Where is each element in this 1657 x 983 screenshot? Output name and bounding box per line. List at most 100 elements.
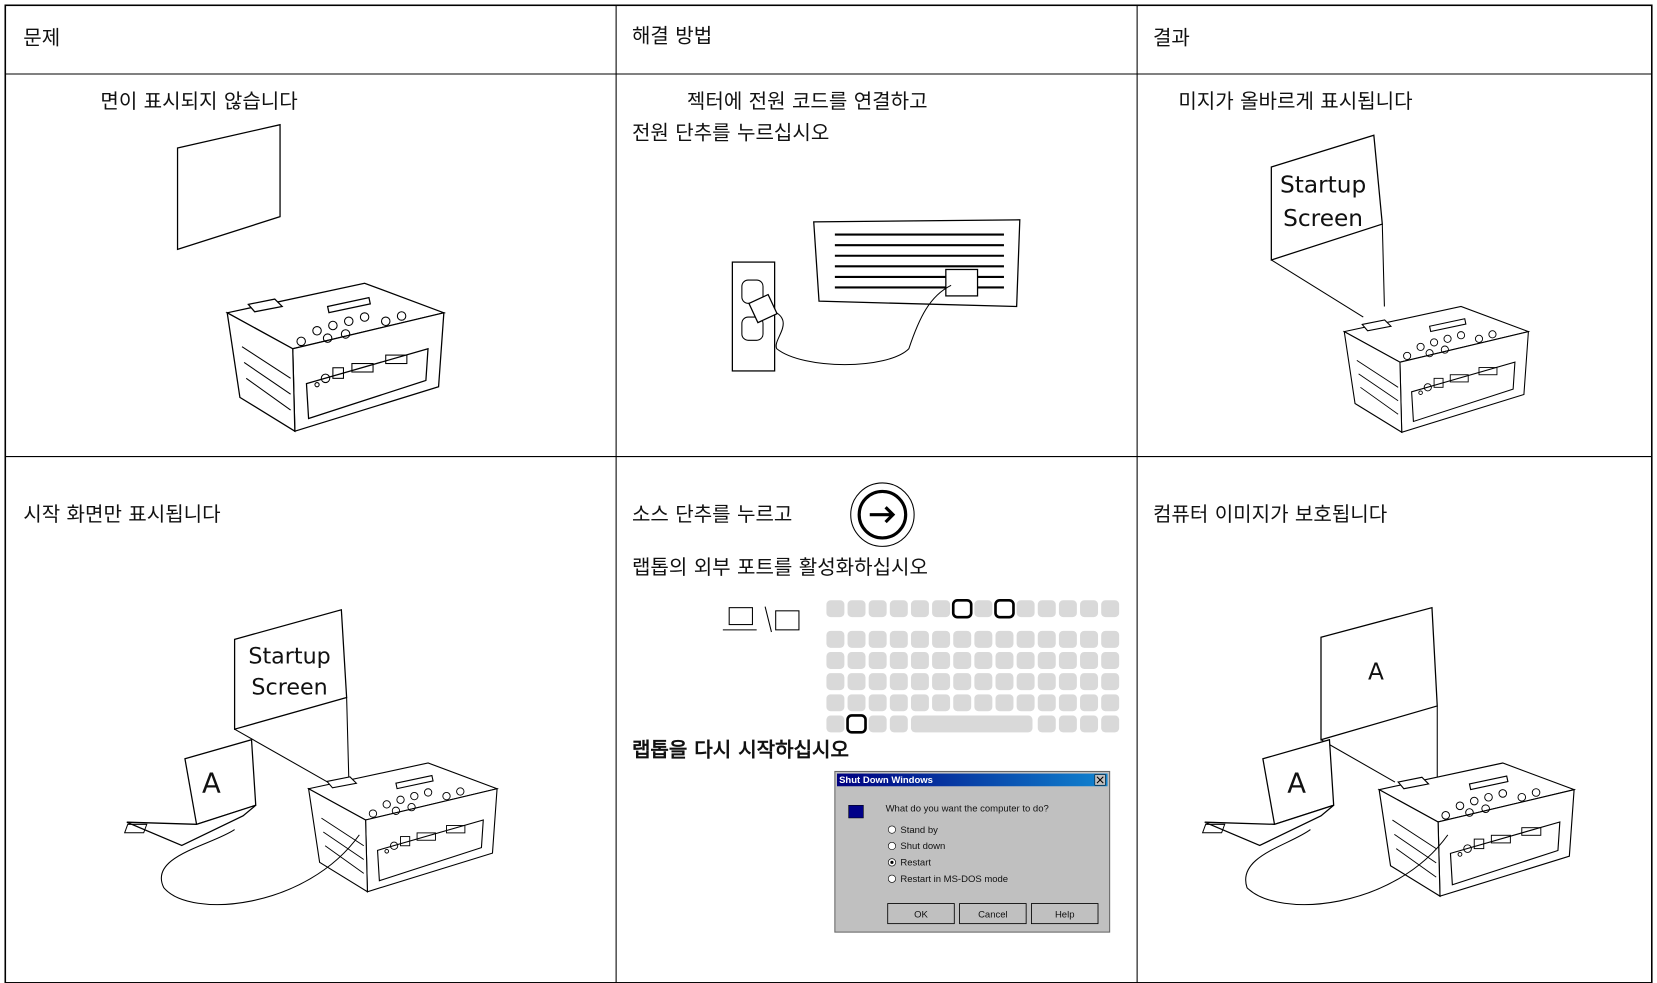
key — [826, 600, 845, 618]
blank-screen — [176, 123, 281, 251]
key — [1101, 652, 1120, 669]
key — [910, 600, 929, 618]
button-label[interactable]: Cancel — [978, 909, 1008, 920]
key — [826, 673, 845, 691]
key — [1037, 673, 1056, 691]
key — [1080, 652, 1099, 669]
key — [889, 630, 908, 648]
radio-label[interactable]: Restart in MS-DOS mode — [900, 874, 1008, 885]
key — [1058, 715, 1077, 733]
power-illustration — [731, 219, 1021, 372]
key — [1058, 673, 1077, 691]
key — [951, 598, 973, 619]
button-label[interactable]: OK — [914, 909, 928, 920]
laptop-text: A — [202, 769, 221, 800]
header-cell: 결과 — [1153, 25, 1190, 49]
key — [1080, 673, 1099, 691]
radio — [887, 841, 896, 850]
radio-label[interactable]: Stand by — [900, 825, 938, 836]
screen-text: Screen — [1283, 205, 1363, 232]
solution-text: 전원 단추를 누르십시오 — [632, 120, 829, 144]
key — [889, 600, 908, 618]
button — [1031, 903, 1099, 925]
screen-text: Startup — [1280, 171, 1366, 198]
button — [959, 903, 1027, 925]
key — [974, 652, 993, 669]
key — [932, 630, 951, 648]
key — [1080, 694, 1099, 712]
source-button — [850, 482, 915, 547]
keyboard — [826, 598, 1120, 734]
key — [1016, 630, 1035, 648]
solution-text: 젝터에 전원 코드를 연결하고 — [687, 89, 928, 113]
result-text: 미지가 올바르게 표시됩니다 — [1178, 89, 1412, 113]
header-cell: 문제 — [23, 25, 60, 49]
key — [932, 694, 951, 712]
key — [1080, 715, 1099, 733]
key — [868, 715, 887, 733]
solution-text: 랩톱을 다시 시작하십시오 — [632, 738, 849, 762]
key — [889, 694, 908, 712]
key — [910, 694, 929, 712]
key — [974, 673, 993, 691]
key — [995, 630, 1014, 648]
projector — [226, 282, 445, 432]
radio-label[interactable]: Restart — [900, 858, 931, 869]
key — [995, 673, 1014, 691]
startup-illustration — [1270, 134, 1529, 433]
key — [1037, 715, 1056, 733]
key — [1058, 630, 1077, 648]
radio — [887, 825, 896, 834]
result-text: 컴퓨터 이미지가 보호됩니다 — [1153, 502, 1387, 526]
key — [826, 630, 845, 648]
key — [826, 694, 845, 712]
key — [974, 630, 993, 648]
key — [889, 715, 908, 733]
key — [995, 694, 1014, 712]
key — [932, 652, 951, 669]
key — [847, 600, 866, 618]
key — [1101, 673, 1120, 691]
key — [953, 630, 972, 648]
key — [1016, 652, 1035, 669]
key — [826, 715, 845, 733]
key — [1016, 600, 1035, 618]
key — [910, 673, 929, 691]
key — [1016, 694, 1035, 712]
radio-label[interactable]: Shut down — [900, 841, 945, 852]
key — [868, 694, 887, 712]
key — [932, 673, 951, 691]
key — [910, 630, 929, 648]
laptop-text: A — [1287, 769, 1306, 800]
key — [953, 652, 972, 669]
dialog-question: What do you want the computer to do? — [886, 804, 1049, 815]
key — [1058, 694, 1077, 712]
key — [1101, 630, 1120, 648]
button — [887, 903, 955, 925]
key — [1058, 600, 1077, 618]
solution-text: 소스 단추를 누르고 — [632, 502, 792, 526]
key — [1037, 652, 1056, 669]
solution-text: 랩톱의 외부 포트를 활성화하십시오 — [632, 555, 928, 579]
button-label[interactable]: Help — [1055, 909, 1075, 920]
key — [847, 673, 866, 691]
radio-dot — [890, 860, 894, 864]
key — [994, 598, 1015, 619]
key — [868, 673, 887, 691]
key — [1101, 694, 1120, 712]
key — [1058, 652, 1077, 669]
key — [889, 673, 908, 691]
key — [1037, 630, 1056, 648]
key — [826, 652, 845, 669]
key — [1016, 673, 1035, 691]
problem-text: 시작 화면만 표시됩니다 — [23, 502, 220, 526]
laptop-illustration — [124, 608, 498, 905]
dialog: Stand by Shut down Restart Restart in MS-DO… — [834, 770, 1111, 933]
key — [1037, 600, 1056, 618]
dialog-title: Shut Down Windows — [839, 775, 933, 786]
key — [910, 652, 929, 669]
key — [889, 652, 908, 669]
key — [1037, 694, 1056, 712]
key — [995, 652, 1014, 669]
